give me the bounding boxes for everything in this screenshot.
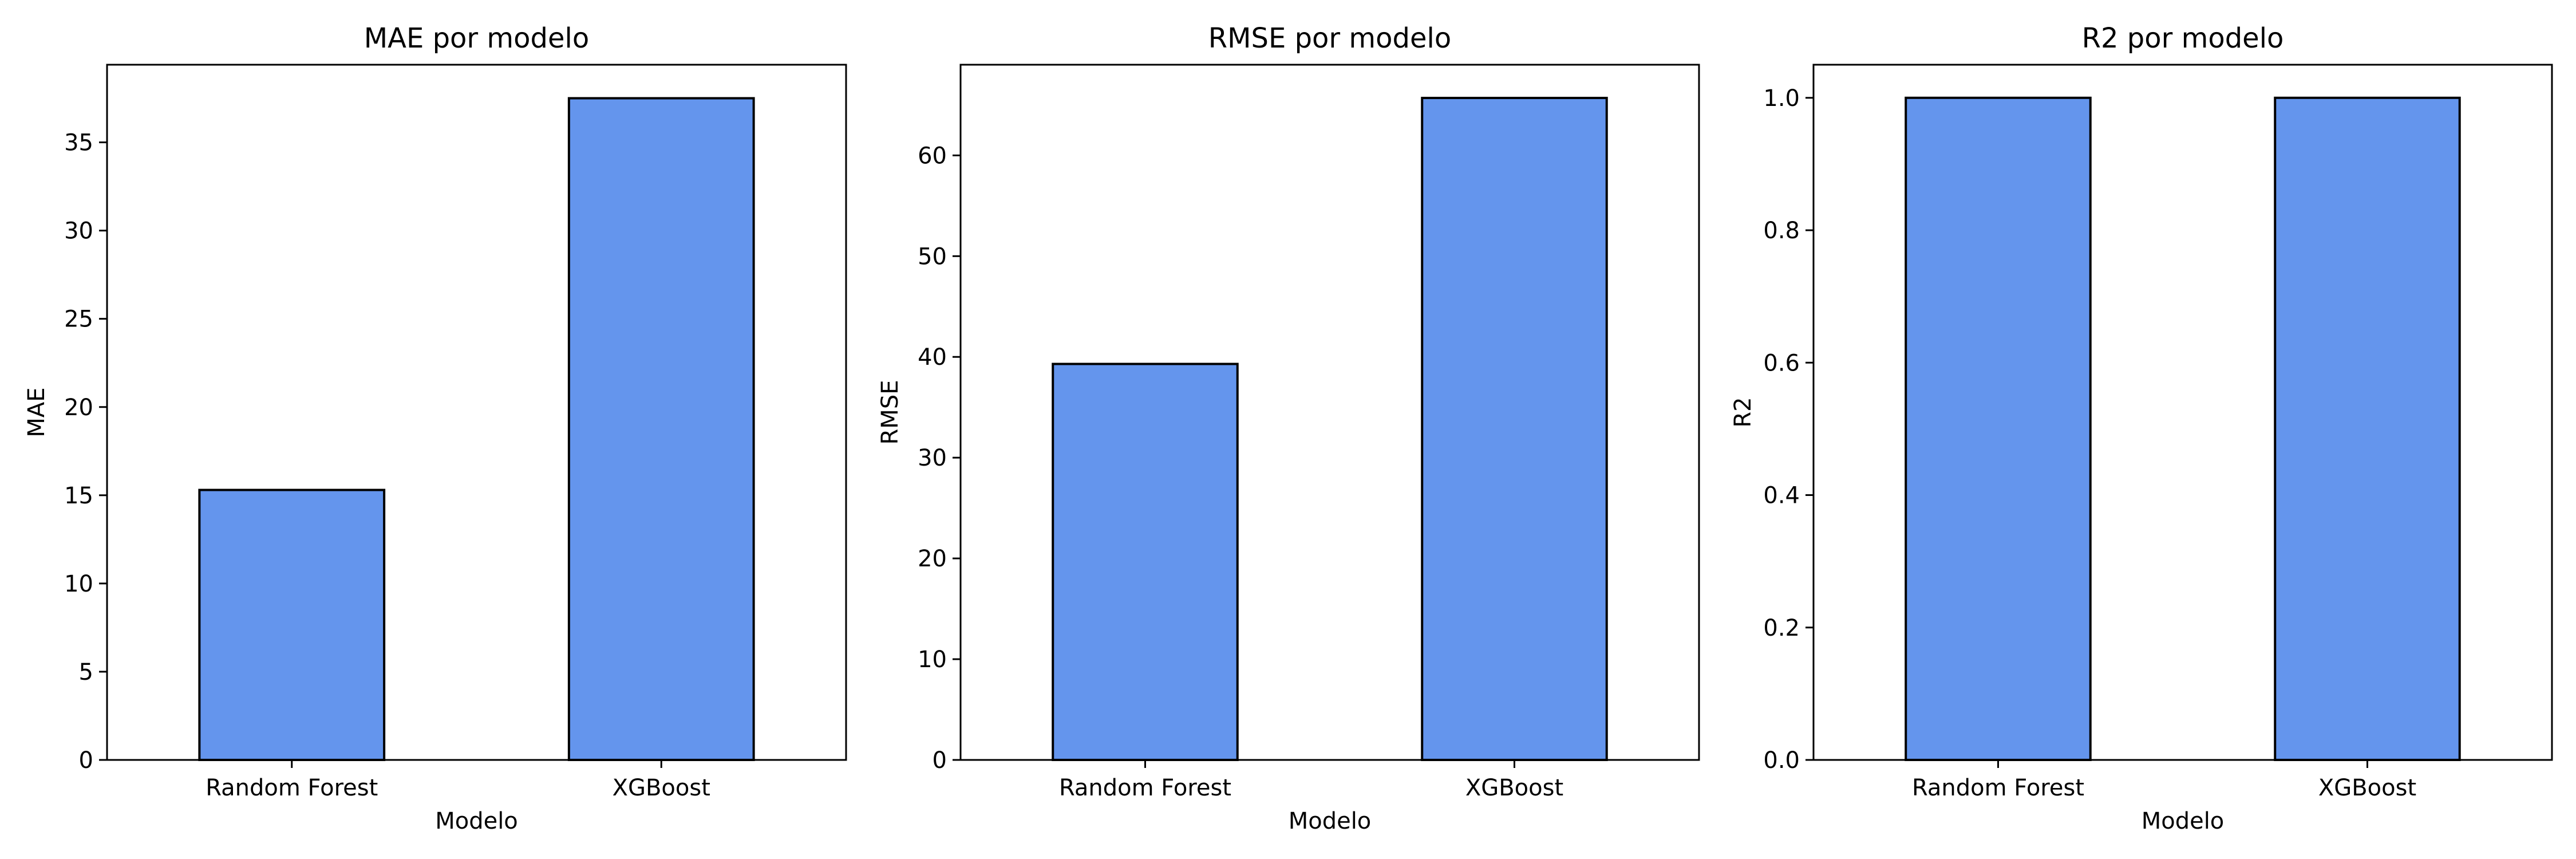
y-tick-label-mae-1: 5: [79, 659, 93, 685]
x-ticks-mae: Random Forest XGBoost: [206, 760, 710, 801]
y-tick-label-r2-1: 0.2: [1763, 615, 1800, 641]
y-tick-label-rmse-2: 20: [918, 546, 947, 572]
bar-r2-xgboost: [2274, 96, 2461, 761]
bar-mae-xgboost: [567, 97, 755, 762]
bar-r2-random-forest: [1905, 96, 2092, 761]
y-tick-label-mae-4: 20: [64, 395, 93, 421]
bar-mae-random-forest: [198, 488, 386, 761]
y-tick-label-r2-4: 0.8: [1763, 218, 1800, 244]
x-ticks-r2: Random Forest XGBoost: [1912, 760, 2416, 801]
axes-frame-mae: [106, 64, 847, 761]
chart-title-r2: R2 por modelo: [2082, 22, 2284, 54]
y-tick-label-r2-0: 0.0: [1763, 747, 1800, 774]
y-tick-label-rmse-1: 10: [918, 647, 947, 673]
x-tick-label-r2-xgboost: XGBoost: [2318, 775, 2416, 801]
bars-rmse: [1052, 97, 1608, 761]
y-tick-label-rmse-5: 50: [918, 243, 947, 270]
y-ticks-rmse: 0 10 20 30 40 50 60: [918, 143, 961, 774]
bar-rmse-xgboost: [1421, 97, 1608, 761]
y-tick-label-r2-5: 1.0: [1763, 85, 1800, 112]
x-tick-label-mae-xgboost: XGBoost: [613, 775, 710, 801]
axes-frame-r2: [1812, 64, 2553, 761]
axes-frame-rmse: [959, 64, 1700, 761]
y-tick-label-rmse-3: 30: [918, 445, 947, 471]
chart-panel-mae: MAE por modelo Modelo MAE 0 5 10 15 20 25 30 35…: [23, 22, 847, 834]
x-axis-label-rmse: Modelo: [1289, 808, 1372, 834]
y-tick-label-mae-3: 15: [64, 483, 93, 509]
y-tick-label-rmse-4: 40: [918, 344, 947, 371]
x-tick-label-r2-random-forest: Random Forest: [1912, 775, 2084, 801]
x-ticks-rmse: Random Forest XGBoost: [1059, 760, 1563, 801]
y-tick-label-mae-0: 0: [79, 747, 93, 774]
bars-mae: [198, 97, 755, 762]
y-tick-label-rmse-0: 0: [933, 747, 947, 774]
bars-r2: [1905, 96, 2461, 761]
y-axis-label-r2: R2: [1730, 397, 1756, 427]
y-tick-label-mae-6: 30: [64, 218, 93, 245]
chart-panel-r2: R2 por modelo Modelo R2 0.0 0.2 0.4 0.6 0.8 1…: [1730, 22, 2553, 834]
y-ticks-mae: 0 5 10 15 20 25 30 35: [64, 130, 107, 774]
y-tick-label-mae-5: 25: [64, 306, 93, 333]
x-tick-label-rmse-random-forest: Random Forest: [1059, 775, 1231, 801]
bar-rmse-random-forest: [1052, 362, 1239, 761]
x-tick-label-mae-random-forest: Random Forest: [206, 775, 378, 801]
y-tick-label-r2-3: 0.6: [1763, 350, 1800, 376]
y-axis-label-mae: MAE: [23, 387, 50, 437]
y-axis-label-rmse: RMSE: [877, 380, 903, 445]
chart-panel-rmse: RMSE por modelo Modelo RMSE 0 10 20 30 40 50 6…: [877, 22, 1700, 834]
y-tick-label-mae-7: 35: [64, 130, 93, 156]
x-axis-label-r2: Modelo: [2142, 808, 2225, 834]
y-ticks-r2: 0.0 0.2 0.4 0.6 0.8 1.0: [1763, 85, 1814, 774]
y-tick-label-rmse-6: 60: [918, 143, 947, 169]
x-axis-label-mae: Modelo: [435, 808, 518, 834]
chart-title-mae: MAE por modelo: [364, 22, 590, 54]
y-tick-label-mae-2: 10: [64, 571, 93, 597]
chart-title-rmse: RMSE por modelo: [1208, 22, 1451, 54]
y-tick-label-r2-2: 0.4: [1763, 483, 1800, 509]
x-tick-label-rmse-xgboost: XGBoost: [1465, 775, 1563, 801]
